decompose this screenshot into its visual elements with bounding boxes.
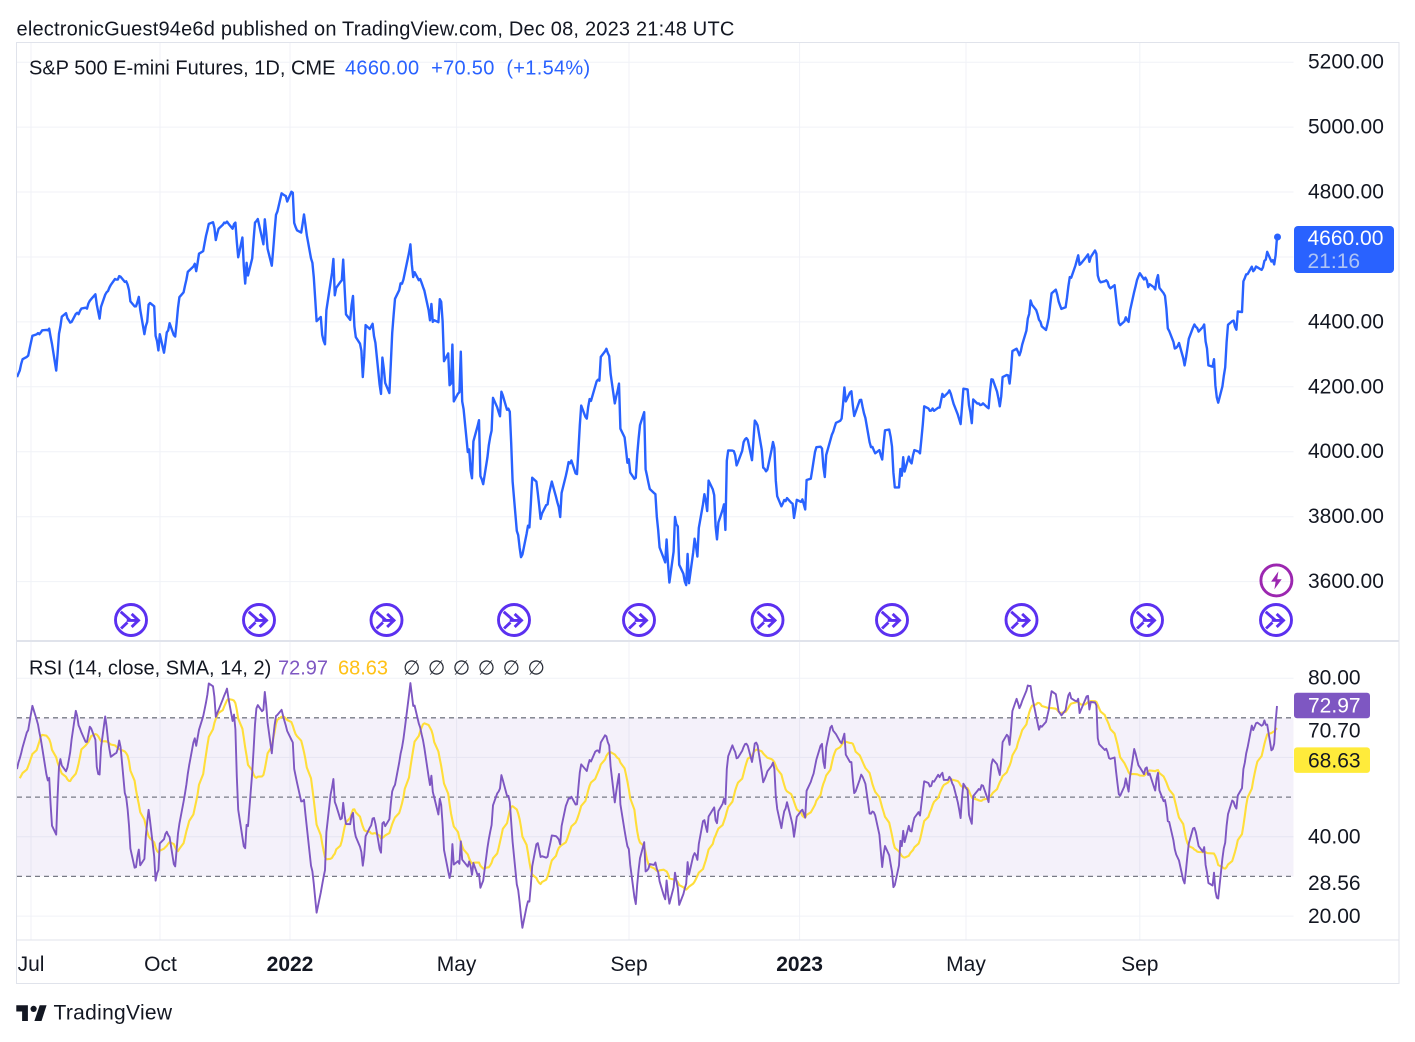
svg-text:40.00: 40.00 [1308,826,1361,849]
svg-text:72.97: 72.97 [278,658,328,680]
svg-text:4660.00 +70.50 (+1.54%): 4660.00 +70.50 (+1.54%) [345,58,590,80]
svg-text:∅: ∅ [403,658,420,680]
svg-text:∅: ∅ [503,658,520,680]
svg-text:4200.00: 4200.00 [1308,375,1384,398]
svg-text:Sep: Sep [1121,953,1158,976]
svg-text:3800.00: 3800.00 [1308,505,1384,528]
svg-text:Oct: Oct [144,953,177,976]
svg-text:May: May [437,953,477,976]
svg-text:5200.00: 5200.00 [1308,51,1384,74]
svg-text:TradingView: TradingView [54,1002,173,1025]
svg-text:RSI (14, close, SMA, 14, 2): RSI (14, close, SMA, 14, 2) [29,658,271,680]
svg-text:80.00: 80.00 [1308,667,1361,690]
svg-text:4800.00: 4800.00 [1308,181,1384,204]
svg-text:May: May [946,953,986,976]
svg-text:20.00: 20.00 [1308,905,1361,928]
svg-text:4000.00: 4000.00 [1308,440,1384,463]
svg-text:∅: ∅ [478,658,495,680]
svg-text:S&P 500 E-mini Futures, 1D, CM: S&P 500 E-mini Futures, 1D, CME [29,58,335,80]
svg-text:68.63: 68.63 [338,658,388,680]
svg-text:2023: 2023 [776,953,823,976]
svg-text:4660.00: 4660.00 [1308,227,1384,250]
svg-text:Jul: Jul [18,953,45,976]
svg-text:3600.00: 3600.00 [1308,570,1384,593]
svg-text:∅: ∅ [428,658,445,680]
svg-text:∅: ∅ [453,658,470,680]
svg-text:68.63: 68.63 [1308,749,1361,772]
svg-text:70.70: 70.70 [1308,720,1361,743]
svg-text:21:16: 21:16 [1308,250,1361,273]
svg-text:2022: 2022 [267,953,314,976]
svg-text:4400.00: 4400.00 [1308,310,1384,333]
svg-text:5000.00: 5000.00 [1308,116,1384,139]
svg-text:28.56: 28.56 [1308,872,1361,895]
svg-text:∅: ∅ [528,658,545,680]
svg-text:72.97: 72.97 [1308,695,1361,718]
svg-text:Sep: Sep [610,953,647,976]
svg-text:electronicGuest94e6d published: electronicGuest94e6d published on Tradin… [17,19,735,41]
